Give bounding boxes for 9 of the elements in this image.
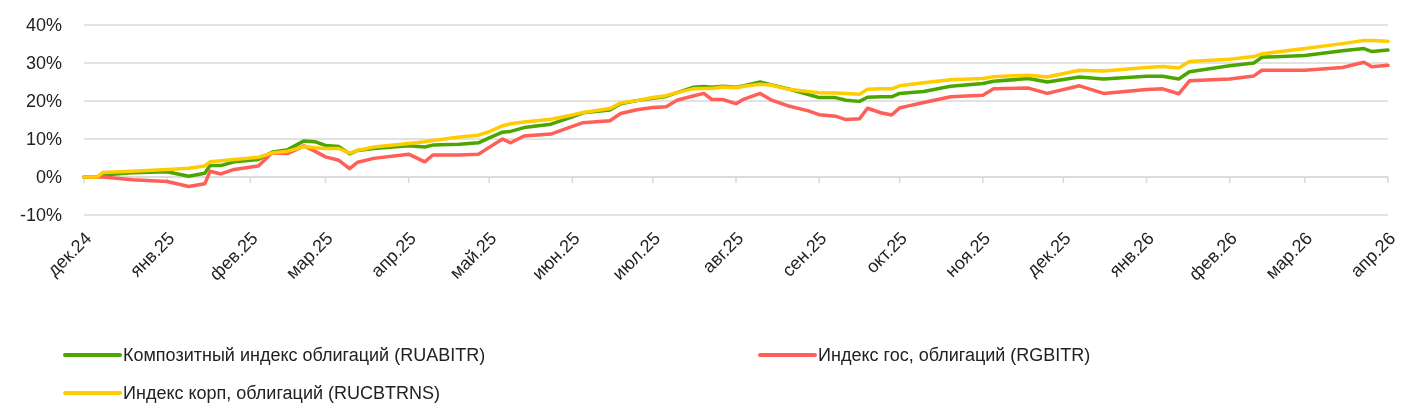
legend-label: Индекс гос, облигаций (RGBITR) xyxy=(818,345,1091,366)
y-tick-label: 0% xyxy=(35,167,62,188)
y-tick-label: 40% xyxy=(25,15,62,36)
y-tick-label: 20% xyxy=(25,91,62,112)
legend-label: Композитный индекс облигаций (RUABITR) xyxy=(123,345,486,366)
legend-label: Индекс корп, облигаций (RUCBTRNS) xyxy=(123,383,440,404)
y-tick-label: -10% xyxy=(19,205,62,226)
y-tick-label: 30% xyxy=(25,53,62,74)
y-tick-label: 10% xyxy=(25,129,62,150)
